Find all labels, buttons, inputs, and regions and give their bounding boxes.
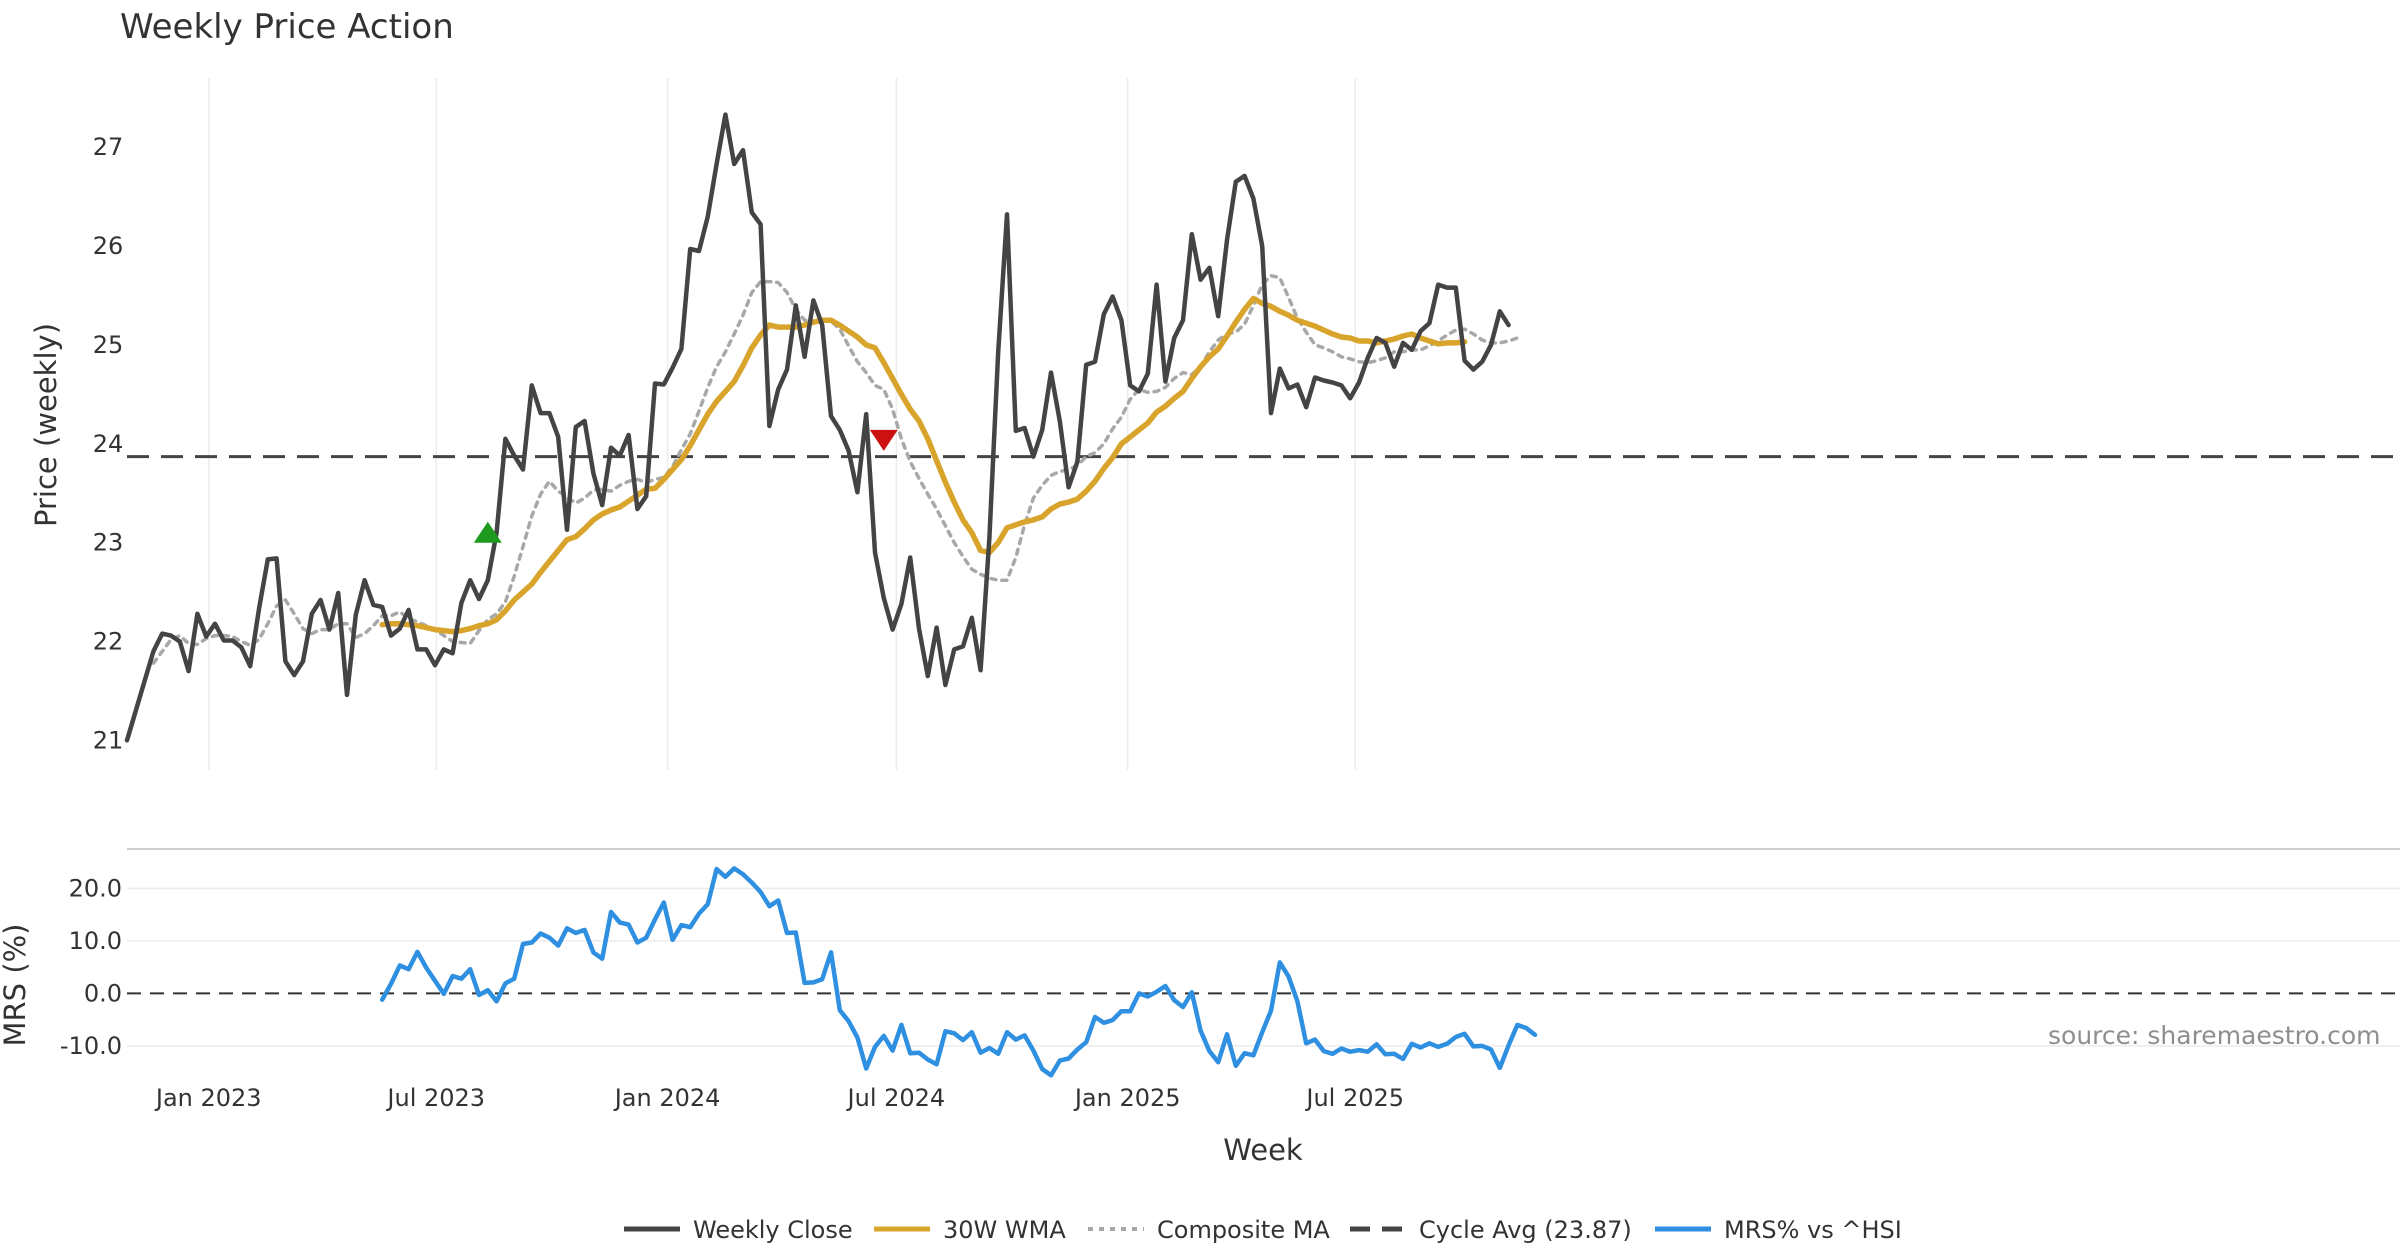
x-tick-label: Jul 2025 [1304,1084,1404,1112]
x-tick-label: Jan 2025 [1073,1084,1181,1112]
mrs-series-group [379,866,1538,1078]
x-tick-label: Jan 2024 [613,1084,721,1112]
price-y-tick-label: 22 [93,627,124,655]
source-watermark: source: sharemaestro.com [2048,1021,2381,1050]
legend-label: Weekly Close [693,1216,853,1244]
x-tick-label: Jul 2024 [846,1084,946,1112]
x-axis-title: Week [1223,1133,1303,1167]
signal-markers [473,429,898,543]
price-y-axis-title: Price (weekly) [29,323,63,527]
x-axis-ticks: Jan 2023 Jul 2023 Jan 2024 Jul 2024 Jan 2025… [154,1084,1404,1112]
chart-title: Weekly Price Action [120,7,454,47]
mrs-y-tick-label: 20.0 [69,874,122,902]
price-y-tick-label: 25 [93,331,124,359]
legend-label: Cycle Avg (23.87) [1419,1216,1632,1244]
price-y-tick-label: 26 [93,232,124,260]
x-tick-label: Jul 2023 [385,1084,485,1112]
price-y-tick-label: 23 [93,529,124,557]
x-tick-label: Jan 2023 [154,1084,262,1112]
weekly-close-line [124,112,1511,743]
sell-signal-marker [869,429,898,451]
mrs-y-tick-label: -10.0 [60,1032,122,1060]
price-y-ticks: 21 22 23 24 25 26 27 [93,133,124,754]
price-y-tick-label: 24 [93,430,124,458]
legend-label: Composite MA [1157,1216,1330,1244]
price-y-tick-label: 27 [93,133,124,161]
price-y-tick-label: 21 [93,726,124,754]
price-vertical-gridlines [207,78,1356,770]
chart-legend: Weekly Close 30W WMA Composite MA Cycle Avg… [624,1216,1902,1244]
legend-label: 30W WMA [943,1216,1066,1244]
legend-label: MRS% vs ^HSI [1724,1216,1902,1244]
buy-signal-marker [473,521,502,543]
mrs-y-axis-title: MRS (%) [0,924,32,1047]
30w-wma-line [379,295,1468,635]
price-series-group [124,112,1520,743]
mrs-line [379,866,1538,1078]
mrs-y-tick-label: 10.0 [69,927,122,955]
mrs-y-tick-label: 0.0 [84,979,122,1007]
mrs-horizontal-gridlines: 20.0 10.0 0.0 -10.0 [60,874,2400,1060]
